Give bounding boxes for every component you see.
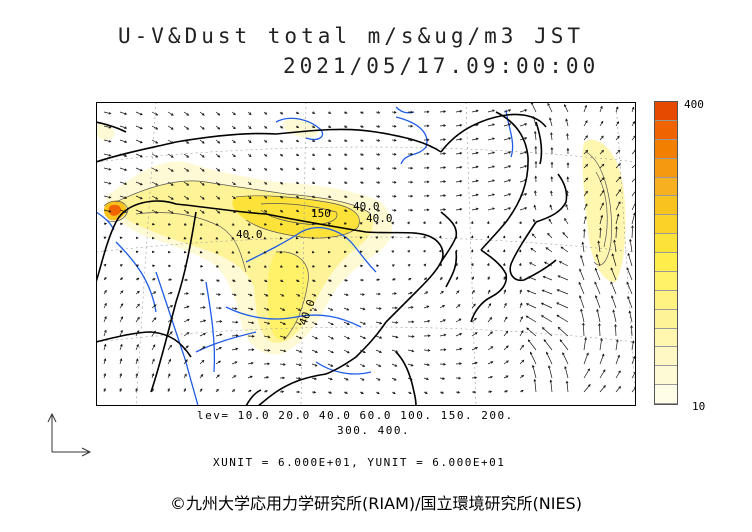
- colorbar-swatch: [655, 366, 677, 386]
- vector-units: XUNIT = 6.000E+01, YUNIT = 6.000E+01: [213, 456, 506, 469]
- colorbar-swatch: [655, 347, 677, 367]
- contour-label: 150: [311, 207, 331, 220]
- contour-lines: [103, 151, 612, 341]
- colorbar-swatch: [655, 385, 677, 404]
- chart-title: U-V&Dust total m/s&ug/m3 JST: [118, 24, 585, 48]
- contour-levels: lev= 10.0 20.0 40.0 60.0 100. 150. 200.: [197, 409, 514, 422]
- contour-label: 40.0: [353, 200, 380, 213]
- colorbar-swatch: [655, 234, 677, 253]
- chart-datetime: 2021/05/17.09:00:00: [283, 54, 600, 78]
- dust-map: 40.0 40.0 150 40.0 40.0: [96, 102, 636, 406]
- colorbar-swatch: [655, 177, 677, 197]
- colorbar-swatch: [655, 215, 677, 235]
- coastlines: [96, 111, 568, 406]
- colorbar-swatch: [655, 328, 677, 348]
- copyright-notice: ©九州大学応用力学研究所(RIAM)/国立環境研究所(NIES): [170, 494, 582, 513]
- colorbar-max-label: 400: [684, 98, 704, 111]
- colorbar-swatch: [655, 139, 677, 159]
- colorbar-min-label: 10: [692, 400, 706, 413]
- dust-level-40: [232, 195, 360, 239]
- dust-plume-east: [582, 139, 626, 283]
- graticule: [96, 102, 636, 406]
- colorbar-swatch: [655, 120, 677, 140]
- contour-label: 40.0: [236, 228, 263, 241]
- map-frame: [96, 102, 636, 406]
- colorbar-swatch: [655, 196, 677, 216]
- dust-hotspot-inner: [108, 204, 121, 216]
- rivers: [96, 106, 514, 406]
- reference-vector-icon: [47, 412, 92, 457]
- colorbar: [654, 101, 678, 405]
- colorbar-swatch: [655, 271, 677, 291]
- wind-vectors: [103, 102, 636, 395]
- contour-label: 40.0: [366, 212, 393, 225]
- dust-level-40b: [267, 251, 309, 341]
- contour-levels-continued: 300. 400.: [337, 424, 411, 437]
- colorbar-swatch: [655, 102, 677, 121]
- colorbar-swatch: [655, 158, 677, 178]
- colorbar-swatch: [655, 253, 677, 272]
- colorbar-swatch: [655, 290, 677, 310]
- colorbar-swatch: [655, 309, 677, 329]
